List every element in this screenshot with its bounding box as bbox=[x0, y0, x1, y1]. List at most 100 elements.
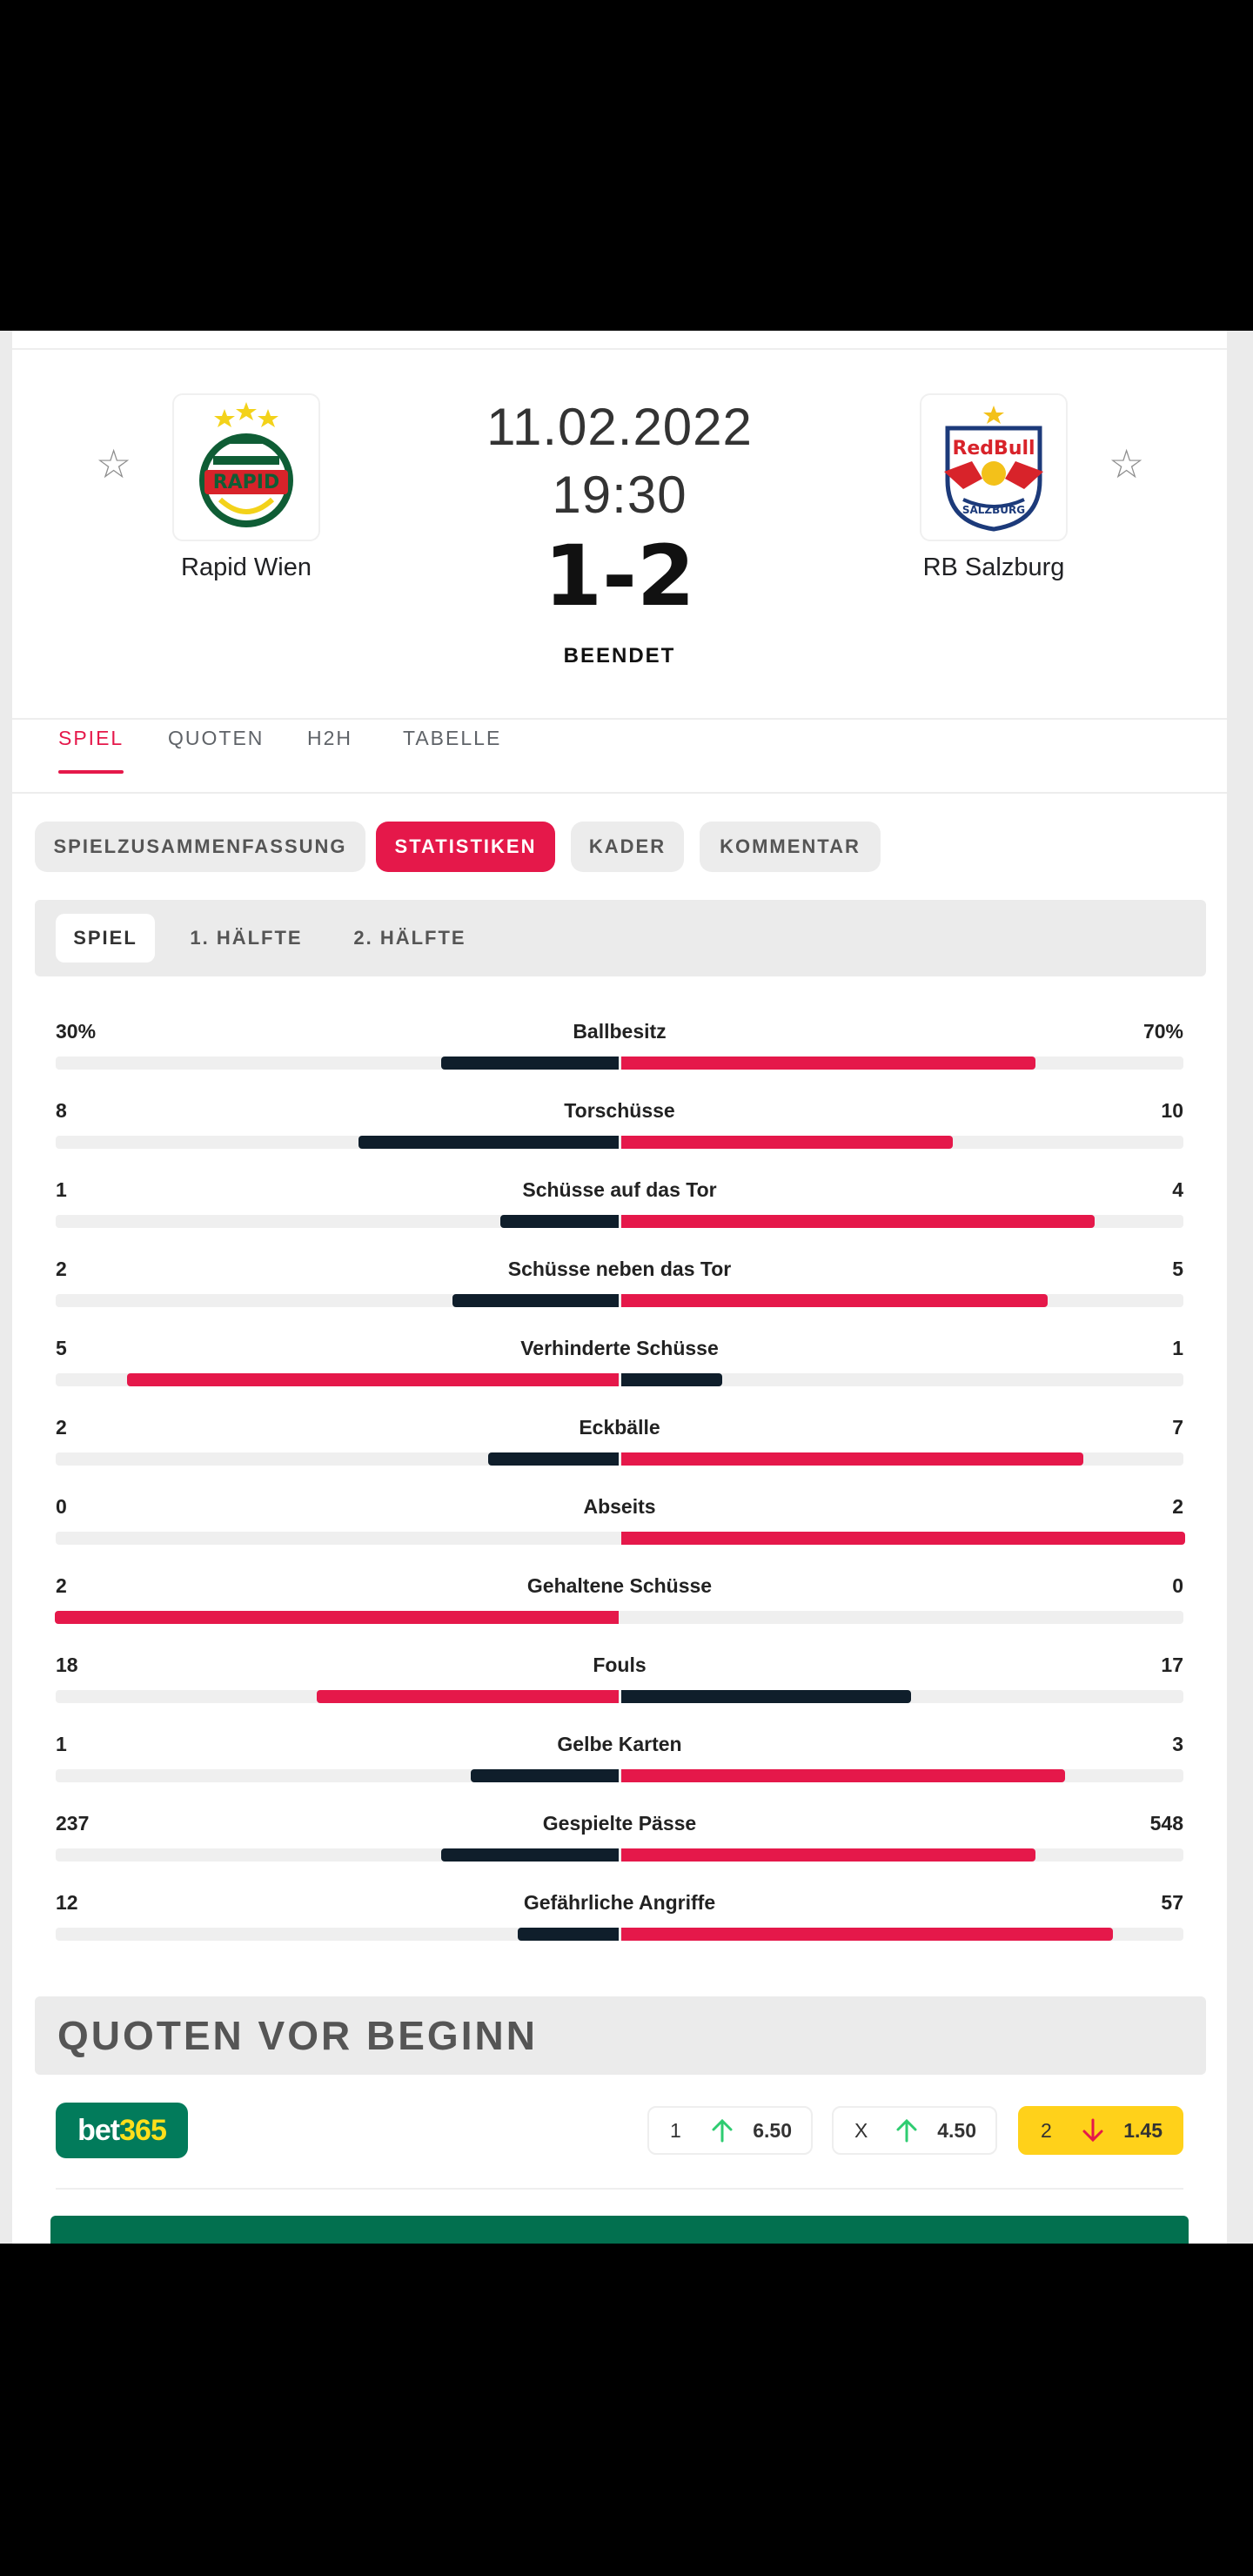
favorite-away-star-icon[interactable]: ☆ bbox=[1109, 441, 1145, 486]
stat-label: Eckbälle bbox=[579, 1416, 660, 1439]
stat-row: 237 Gespielte Pässe 548 bbox=[56, 1812, 1183, 1892]
odds-label: X bbox=[854, 2119, 868, 2142]
stat-bar-track bbox=[56, 1136, 1183, 1149]
bet365-banner[interactable] bbox=[50, 2216, 1189, 2244]
stat-bar-home bbox=[452, 1294, 619, 1307]
match-status: BEENDET bbox=[563, 644, 676, 667]
subtab-spielzusammenfassung[interactable]: SPIELZUSAMMENFASSUNG bbox=[35, 822, 365, 872]
stat-row: 5 Verhinderte Schüsse 1 bbox=[56, 1337, 1183, 1417]
subtab-kader[interactable]: KADER bbox=[571, 822, 684, 872]
match-info: 11.02.2022 19:30 1-2 BEENDET bbox=[402, 393, 837, 668]
stat-row: 0 Abseits 2 bbox=[56, 1495, 1185, 1575]
stat-row: 12 Gefährliche Angriffe 57 bbox=[56, 1891, 1183, 1971]
stat-home-value: 8 bbox=[56, 1099, 67, 1122]
stat-bar-home bbox=[127, 1373, 619, 1386]
favorite-home-star-icon[interactable]: ☆ bbox=[96, 441, 132, 486]
stat-away-value: 5 bbox=[1172, 1258, 1183, 1280]
period-tab-spiel[interactable]: SPIEL bbox=[56, 914, 155, 963]
tab-spiel[interactable]: SPIEL bbox=[58, 718, 124, 779]
stat-row: 8 Torschüsse 10 bbox=[56, 1099, 1183, 1179]
redbull-crest-icon: RedBull SALZBURG bbox=[944, 406, 1043, 532]
subtab-statistiken[interactable]: STATISTIKEN bbox=[376, 822, 555, 872]
stat-bar-away bbox=[621, 1294, 1048, 1307]
app-screen: ☆ RAPID Rapid Wien 11.02.2022 19:30 1-2 … bbox=[0, 331, 1253, 2244]
stat-label: Fouls bbox=[593, 1654, 647, 1676]
divider bbox=[12, 348, 1227, 350]
stat-label: Schüsse auf das Tor bbox=[522, 1178, 717, 1201]
stat-row: 2 Schüsse neben das Tor 5 bbox=[56, 1258, 1183, 1338]
stat-away-value: 4 bbox=[1172, 1178, 1183, 1201]
divider bbox=[12, 792, 1227, 794]
stat-bar-home bbox=[488, 1452, 619, 1466]
stat-bar-away bbox=[621, 1136, 953, 1149]
stat-away-value: 70% bbox=[1142, 1020, 1183, 1043]
stat-bar-away bbox=[621, 1532, 1185, 1545]
stat-bar-home bbox=[518, 1928, 619, 1941]
match-score: 1-2 bbox=[544, 527, 695, 625]
arrow-up-icon bbox=[712, 2118, 733, 2143]
odds-value: 4.50 bbox=[937, 2119, 976, 2142]
tab-h2h[interactable]: H2H bbox=[307, 727, 353, 749]
svg-text:SALZBURG: SALZBURG bbox=[962, 504, 1025, 516]
stat-bar-home bbox=[500, 1215, 619, 1228]
stat-away-value: 0 bbox=[1172, 1574, 1183, 1597]
stat-row: 1 Gelbe Karten 3 bbox=[56, 1733, 1183, 1813]
stat-label: Schüsse neben das Tor bbox=[507, 1258, 732, 1280]
stat-row: 2 Gehaltene Schüsse 0 bbox=[55, 1574, 1183, 1654]
odds-value: 6.50 bbox=[753, 2119, 792, 2142]
period-tab-first-half[interactable]: 1. HÄLFTE bbox=[190, 927, 303, 949]
stat-home-value: 1 bbox=[56, 1733, 67, 1755]
odds-away-button[interactable]: 2 1.45 bbox=[1018, 2106, 1183, 2155]
stat-home-value: 30% bbox=[56, 1020, 97, 1043]
stat-label: Gelbe Karten bbox=[557, 1733, 682, 1755]
stat-bar-home bbox=[441, 1057, 619, 1070]
bookmaker-name-a: bet bbox=[77, 2114, 120, 2147]
divider bbox=[12, 718, 1227, 720]
stat-home-value: 237 bbox=[56, 1812, 90, 1835]
odds-home-button[interactable]: 1 6.50 bbox=[647, 2106, 813, 2155]
stat-bar-away bbox=[621, 1848, 1035, 1862]
stat-home-value: 18 bbox=[56, 1654, 78, 1676]
home-team-name[interactable]: Rapid Wien bbox=[181, 553, 312, 581]
stat-bar-away bbox=[621, 1769, 1065, 1782]
arrow-down-icon bbox=[1082, 2118, 1103, 2143]
svg-text:RAPID: RAPID bbox=[213, 472, 280, 493]
odds-draw-button[interactable]: X 4.50 bbox=[832, 2106, 997, 2155]
stat-home-value: 1 bbox=[56, 1178, 67, 1201]
stat-away-value: 548 bbox=[1149, 1812, 1183, 1835]
stat-bar-track bbox=[56, 1690, 1183, 1703]
period-tab-second-half[interactable]: 2. HÄLFTE bbox=[353, 927, 466, 949]
stat-home-value: 5 bbox=[56, 1337, 67, 1359]
stat-label: Abseits bbox=[583, 1495, 656, 1518]
home-team-logo[interactable]: RAPID bbox=[172, 393, 320, 541]
stat-bar-away bbox=[621, 1928, 1113, 1941]
bookmaker-name-b: 365 bbox=[119, 2114, 167, 2147]
stat-label: Gespielte Pässe bbox=[542, 1812, 697, 1835]
arrow-up-icon bbox=[896, 2118, 917, 2143]
status-bar-area bbox=[0, 0, 1253, 331]
tab-quoten[interactable]: QUOTEN bbox=[168, 727, 265, 749]
tab-tabelle[interactable]: TABELLE bbox=[403, 727, 502, 749]
stat-away-value: 7 bbox=[1172, 1416, 1183, 1439]
stat-away-value: 10 bbox=[1161, 1099, 1183, 1122]
stat-home-value: 2 bbox=[56, 1258, 67, 1280]
stat-row: 2 Eckbälle 7 bbox=[56, 1416, 1183, 1496]
bet365-logo[interactable]: bet365 bbox=[56, 2103, 188, 2158]
away-team-logo[interactable]: RedBull SALZBURG bbox=[920, 393, 1068, 541]
stat-bar-away bbox=[621, 1452, 1083, 1466]
stat-row: 18 Fouls 17 bbox=[56, 1654, 1183, 1734]
stat-label: Gefährliche Angriffe bbox=[523, 1891, 716, 1914]
odds-value: 1.45 bbox=[1123, 2119, 1163, 2142]
stat-bar-home bbox=[358, 1136, 619, 1149]
away-team-name[interactable]: RB Salzburg bbox=[922, 553, 1065, 581]
match-date: 11.02.2022 bbox=[486, 398, 753, 456]
subtab-kommentar[interactable]: KOMMENTAR bbox=[700, 822, 881, 872]
match-time: 19:30 bbox=[552, 466, 687, 524]
stat-home-value: 2 bbox=[56, 1574, 67, 1597]
stat-row: 30% Ballbesitz 70% bbox=[56, 1020, 1183, 1100]
stat-away-value: 2 bbox=[1172, 1495, 1183, 1518]
stat-bar-away bbox=[621, 1057, 1035, 1070]
stat-away-value: 57 bbox=[1161, 1891, 1183, 1914]
rapid-crest-icon: RAPID bbox=[199, 402, 293, 527]
stat-home-value: 2 bbox=[56, 1416, 67, 1439]
